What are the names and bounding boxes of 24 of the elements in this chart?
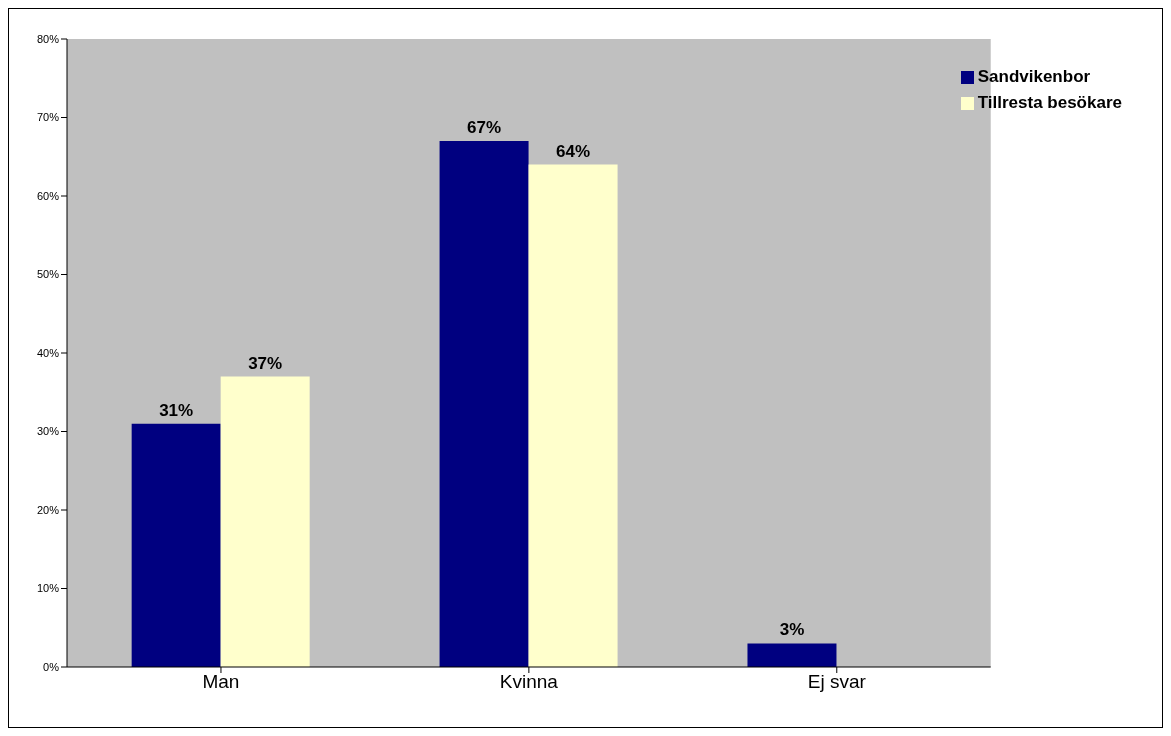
- data-label: 67%: [467, 118, 502, 138]
- bar: [528, 164, 618, 667]
- y-tick-label: 10%: [36, 582, 60, 595]
- y-tick-label: 0%: [43, 660, 60, 673]
- bar: [131, 423, 221, 667]
- bar: [439, 141, 529, 667]
- y-tick-label: 60%: [36, 189, 60, 202]
- y-tick-label: 20%: [36, 503, 60, 516]
- legend-label: Sandvikenbor: [977, 67, 1091, 86]
- legend-label: Tillresta besökare: [977, 93, 1122, 112]
- data-label: 31%: [159, 400, 194, 420]
- y-tick-label: 40%: [36, 346, 60, 359]
- y-tick-label: 80%: [36, 32, 60, 45]
- y-tick-label: 70%: [36, 111, 60, 124]
- data-label: 64%: [556, 141, 591, 161]
- y-tick-label: 50%: [36, 268, 60, 281]
- x-tick-label: Kvinna: [499, 671, 559, 693]
- x-tick-label: Ej svar: [807, 671, 867, 693]
- bar: [747, 643, 837, 667]
- data-label: 3%: [779, 620, 805, 640]
- data-label: 37%: [248, 353, 283, 373]
- x-tick-label: Man: [202, 671, 240, 693]
- bar: [220, 376, 310, 667]
- y-tick-label: 30%: [36, 425, 60, 438]
